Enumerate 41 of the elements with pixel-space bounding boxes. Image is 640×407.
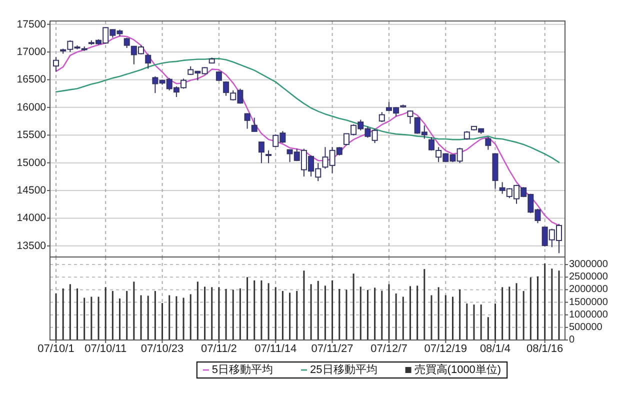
y-tick-label: 16000 (16, 101, 46, 114)
x-tick-label: 08/1/16 (526, 343, 564, 355)
candlestick (266, 150, 272, 164)
y-tick-label: 1500000 (569, 296, 608, 308)
y-tick-label: 2000000 (569, 284, 608, 296)
candlestick (53, 56, 59, 72)
y-tick-label: 14500 (16, 184, 46, 197)
candlestick (251, 117, 258, 132)
x-tick-label: 07/10/1 (38, 343, 74, 355)
y-tick-label: 14000 (16, 212, 46, 224)
x-tick-label: 07/11/14 (254, 343, 297, 355)
candlestick (407, 110, 414, 124)
y-tick-label: 13500 (16, 240, 46, 252)
x-tick-label: 07/12/19 (424, 343, 468, 355)
x-tick-label: 07/11/27 (311, 343, 354, 355)
candlestick (244, 112, 250, 130)
y-tick-label: 15500 (16, 129, 46, 142)
y-tick-label: 17000 (16, 46, 46, 58)
candlestick (485, 136, 492, 150)
y-tick-label: 16500 (16, 74, 46, 86)
line-series (55, 58, 560, 163)
x-tick-label: 07/11/2 (201, 343, 237, 355)
candlestick (124, 37, 130, 48)
x-tick-label: 07/12/7 (370, 343, 408, 355)
legend-item: 売買高(1000単位) (405, 364, 502, 376)
y-tick-label: 2500000 (569, 272, 608, 283)
candlestick (258, 141, 264, 164)
x-tick-label: 07/10/11 (84, 343, 127, 355)
x-tick-label: 08/1/4 (480, 343, 511, 355)
y-tick-label: 1000000 (569, 309, 608, 320)
candlestick (145, 53, 152, 70)
y-tick-label: 500000 (569, 322, 603, 333)
y-tick-label: 15000 (16, 156, 46, 169)
candlestick (378, 112, 385, 123)
x-tick-label: 07/10/23 (140, 343, 184, 355)
legend-label: 売買高(1000単位) (414, 363, 502, 376)
y-tick-label: 0 (569, 334, 575, 346)
legend-item: 25日移動平均 (301, 364, 378, 376)
legend-item: 5日移動平均 (202, 364, 274, 376)
y-tick-label: 17500 (16, 18, 46, 30)
y-tick-label: 3000000 (569, 259, 608, 270)
